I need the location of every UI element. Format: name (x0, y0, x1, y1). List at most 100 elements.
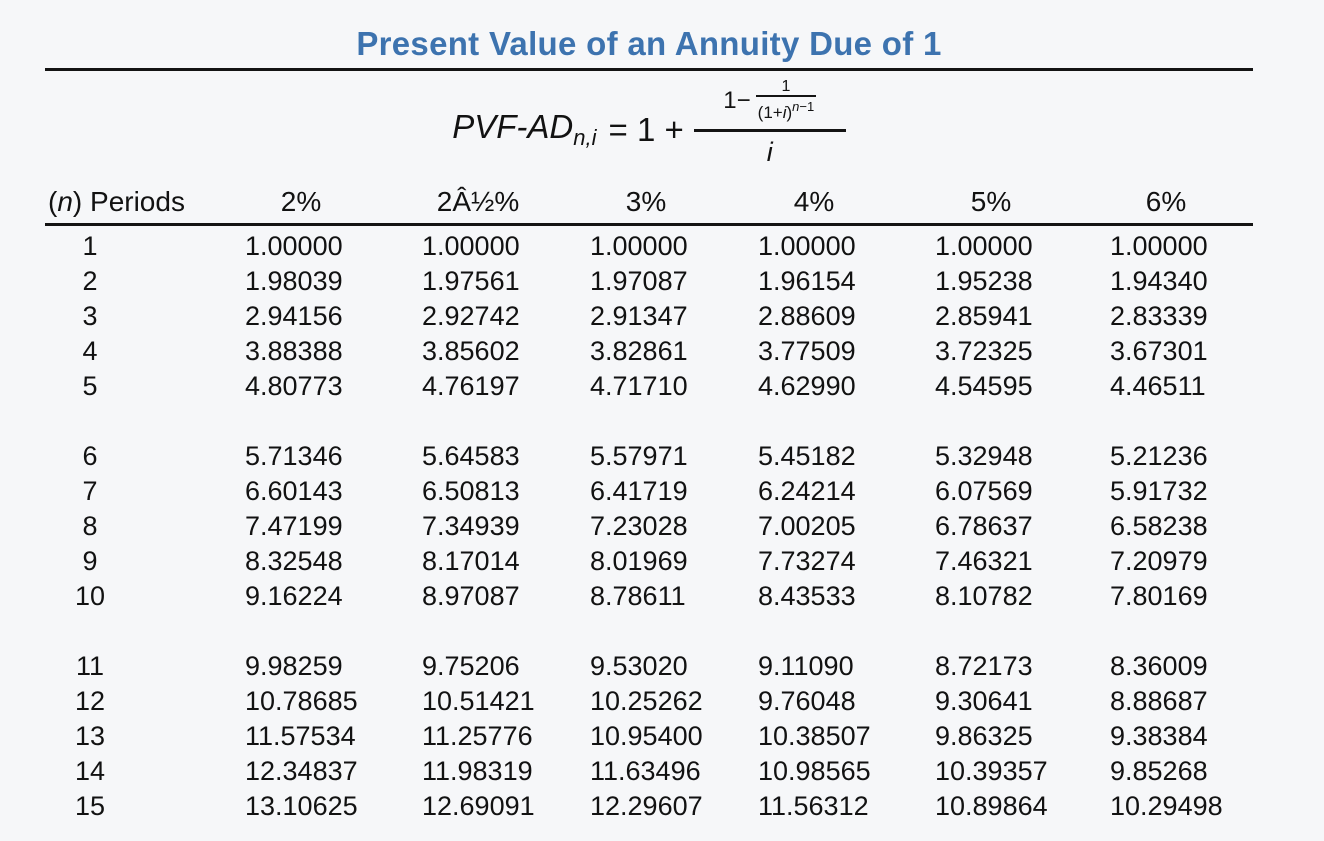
factor-value-cell: 6.24214 (758, 476, 856, 506)
factor-value-cell: 1.94340 (1110, 266, 1208, 296)
factor-value-cell: 10.38507 (758, 721, 871, 751)
table-row: 13 11.57534 11.25776 10.95400 10.38507 9.8632… (45, 719, 1253, 754)
factor-value-cell: 9.86325 (935, 721, 1033, 751)
period-number: 2 (82, 266, 98, 296)
column-header-rate-3: 3% (625, 186, 667, 217)
period-cell: 6 (45, 439, 222, 474)
factor-value-cell: 12.29607 (590, 791, 703, 821)
factor-value-cell: 7.73274 (758, 546, 856, 576)
formula-inner-denominator: (1+i)n−1 (757, 99, 815, 123)
factor-value-cell: 4.80773 (245, 371, 343, 401)
factor-value-cell: 7.80169 (1110, 581, 1208, 611)
factor-value-cell: 4.71710 (590, 371, 688, 401)
factor-value-cell: 10.25262 (590, 686, 703, 716)
factor-value-cell: 3.67301 (1110, 336, 1208, 366)
factor-value-cell: 10.89864 (935, 791, 1048, 821)
factor-value-cell: 12.69091 (422, 791, 535, 821)
period-number: 6 (82, 441, 98, 471)
formula-lhs: PVF-ADn,i (452, 108, 596, 153)
factor-value-cell: 5.45182 (758, 441, 856, 471)
factor-value-cell: 10.39357 (935, 756, 1048, 786)
period-number: 4 (82, 336, 98, 366)
factor-value-cell: 10.29498 (1110, 791, 1223, 821)
table-row: 11 9.98259 9.75206 9.53020 9.11090 8.72173 8.3… (45, 649, 1253, 684)
period-number: 7 (82, 476, 98, 506)
factor-value-cell: 7.34939 (422, 511, 520, 541)
factor-value-cell: 1.00000 (935, 231, 1033, 261)
factor-value-cell: 5.57971 (590, 441, 688, 471)
period-cell: 11 (45, 649, 222, 684)
period-cell: 5 (45, 369, 222, 404)
factor-value-cell: 2.85941 (935, 301, 1033, 331)
period-number: 9 (82, 546, 98, 576)
table-row: 12 10.78685 10.51421 10.25262 9.76048 9.30641… (45, 684, 1253, 719)
factor-value-cell: 8.97087 (422, 581, 520, 611)
factor-value-cell: 10.95400 (590, 721, 703, 751)
period-cell: 12 (45, 684, 222, 719)
factor-value-cell: 1.00000 (758, 231, 856, 261)
factor-value-cell: 9.75206 (422, 651, 520, 681)
title-section: Present Value of an Annuity Due of 1 (45, 0, 1253, 71)
period-cell: 14 (45, 754, 222, 789)
formula-main-fraction-bar (693, 128, 846, 132)
factor-value-cell: 5.71346 (245, 441, 343, 471)
formula-equals: = 1 + (608, 111, 684, 148)
table-row: 14 12.34837 11.98319 11.63496 10.98565 10.393… (45, 754, 1253, 789)
column-header-rate-4: 4% (793, 186, 835, 217)
factor-value-cell: 8.17014 (422, 546, 520, 576)
factor-value-cell: 1.00000 (1110, 231, 1208, 261)
table-row: 1 1.00000 1.00000 1.00000 1.00000 1.00000 1.00… (45, 229, 1253, 264)
page: Present Value of an Annuity Due of 1 PVF… (45, 0, 1253, 824)
factor-value-cell: 7.00205 (758, 511, 856, 541)
table-row: 5 4.80773 4.76197 4.71710 4.62990 4.54595 4.46… (45, 369, 1253, 404)
period-cell: 2 (45, 264, 222, 299)
factor-value-cell: 6.07569 (935, 476, 1033, 506)
formula: PVF-ADn,i = 1 + 1− 1 (1+i)n−1 i (45, 71, 1253, 175)
table-row: 10 9.16224 8.97087 8.78611 8.43533 8.10782 7.8… (45, 579, 1253, 614)
period-cell: 7 (45, 474, 222, 509)
factor-value-cell: 6.60143 (245, 476, 343, 506)
formula-main-numerator: 1− 1 (1+i)n−1 (717, 78, 822, 129)
factor-value-cell: 2.83339 (1110, 301, 1208, 331)
factor-value-cell: 8.36009 (1110, 651, 1208, 681)
period-cell: 4 (45, 334, 222, 369)
row-group: 11 9.98259 9.75206 9.53020 9.11090 8.72173 8.3… (45, 649, 1253, 824)
table-row: 8 7.47199 7.34939 7.23028 7.00205 6.78637 6.58… (45, 509, 1253, 544)
column-header-rate-5: 5% (970, 186, 1012, 217)
table-row: 15 13.10625 12.69091 12.29607 11.56312 10.898… (45, 789, 1253, 824)
factor-value-cell: 4.46511 (1110, 371, 1206, 401)
factor-value-cell: 6.58238 (1110, 511, 1208, 541)
factor-value-cell: 5.32948 (935, 441, 1033, 471)
factor-value-cell: 1.97561 (422, 266, 520, 296)
period-number: 15 (74, 791, 106, 821)
factor-value-cell: 6.41719 (590, 476, 688, 506)
formula-lhs-base: PVF-AD (452, 107, 574, 145)
formula-exponent: n−1 (792, 99, 815, 115)
table-row: 9 8.32548 8.17014 8.01969 7.73274 7.46321 7.20… (45, 544, 1253, 579)
period-number: 12 (74, 686, 106, 716)
factor-value-cell: 5.91732 (1110, 476, 1208, 506)
period-cell: 10 (45, 579, 222, 614)
factor-value-cell: 2.94156 (245, 301, 343, 331)
factor-value-cell: 1.00000 (245, 231, 343, 261)
factor-value-cell: 3.85602 (422, 336, 520, 366)
factor-value-cell: 7.20979 (1110, 546, 1208, 576)
factor-value-cell: 9.30641 (935, 686, 1033, 716)
factor-value-cell: 9.76048 (758, 686, 856, 716)
factor-value-cell: 1.95238 (935, 266, 1033, 296)
period-cell: 9 (45, 544, 222, 579)
period-number: 8 (82, 511, 98, 541)
factor-value-cell: 12.34837 (245, 756, 358, 786)
factor-value-cell: 8.10782 (935, 581, 1033, 611)
factor-value-cell: 1.96154 (758, 266, 856, 296)
factor-value-cell: 11.25776 (422, 721, 533, 751)
period-cell: 8 (45, 509, 222, 544)
title-divider (45, 68, 1253, 71)
period-number: 14 (74, 756, 106, 786)
table-header-row: (n) Periods 2% 2Â½% 3% 4% 5% 6% (45, 181, 1253, 223)
factor-value-cell: 3.72325 (935, 336, 1033, 366)
factor-value-cell: 1.00000 (422, 231, 520, 261)
factor-value-cell: 10.51421 (422, 686, 535, 716)
column-header-periods: (n) Periods (48, 186, 185, 217)
row-group: 1 1.00000 1.00000 1.00000 1.00000 1.00000 1.00… (45, 229, 1253, 404)
